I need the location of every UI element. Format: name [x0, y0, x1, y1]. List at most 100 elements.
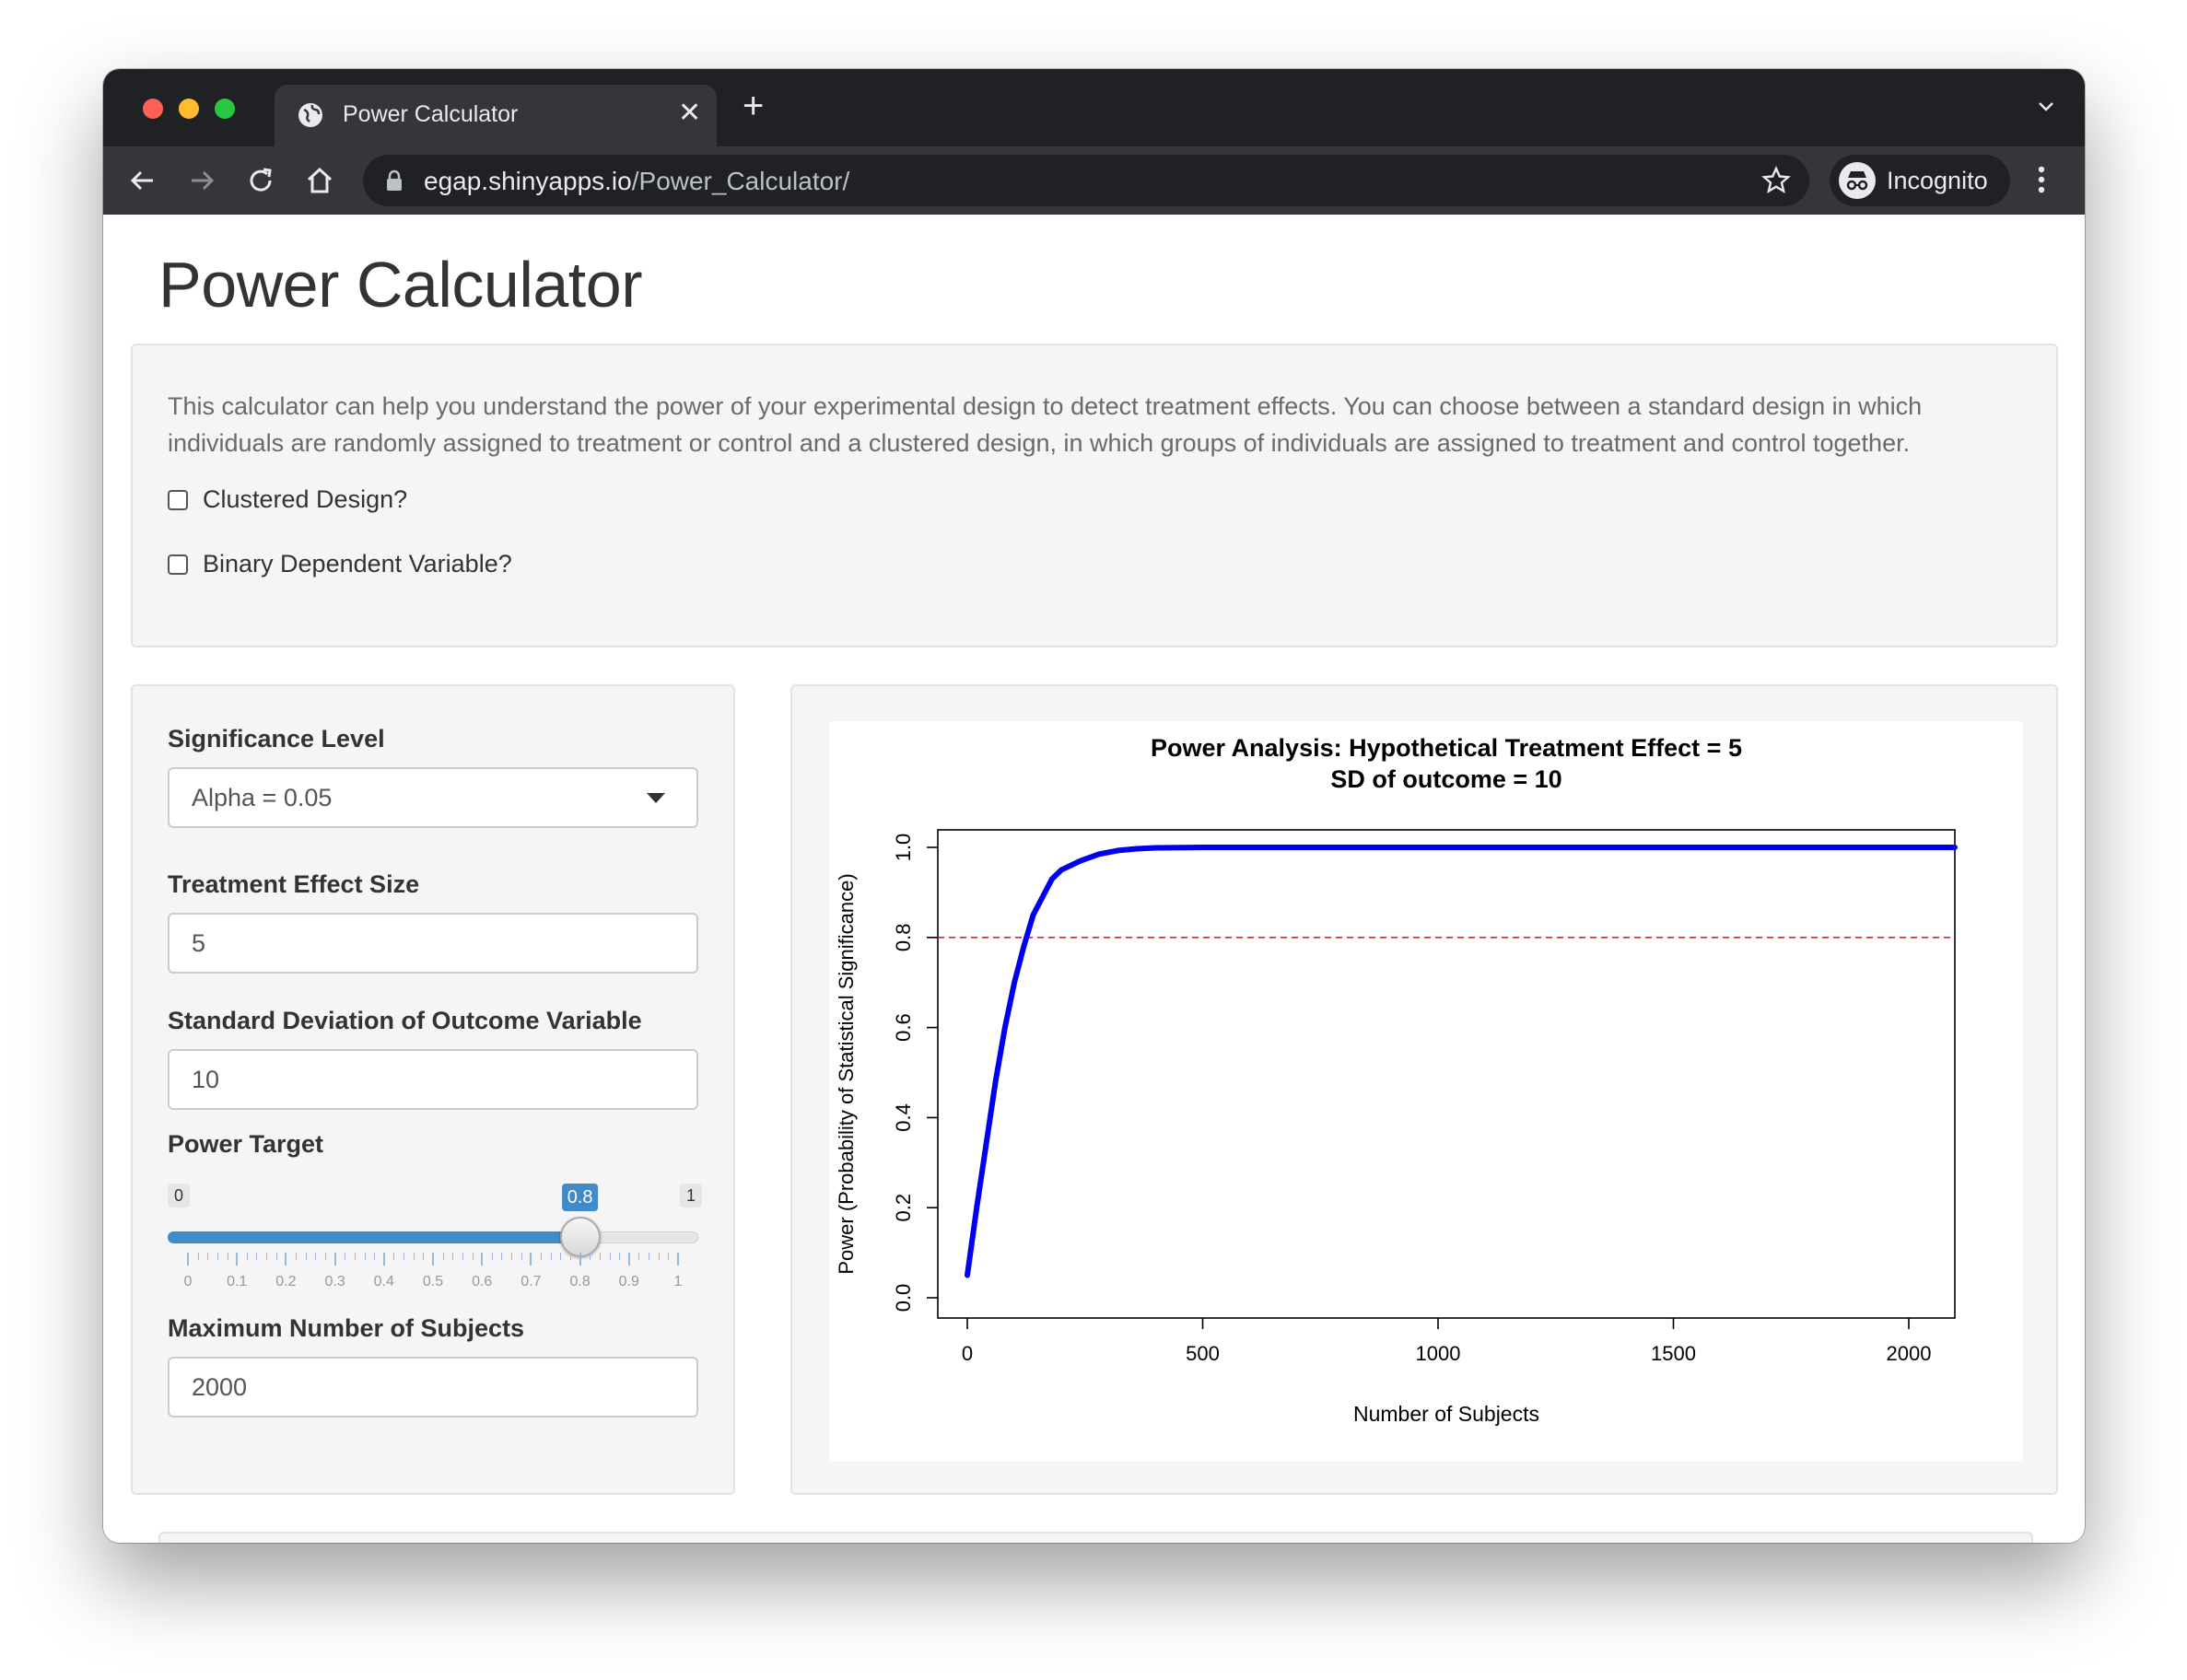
- slider-minor-tick: [501, 1253, 503, 1260]
- significance-select[interactable]: Alpha = 0.05: [168, 767, 698, 828]
- slider-minor-tick: [442, 1253, 444, 1260]
- url-text[interactable]: egap.shinyapps.io/Power_Calculator/: [424, 167, 850, 195]
- slider-minor-tick: [305, 1253, 307, 1260]
- tab-strip: Power Calculator ✕ +: [103, 69, 2085, 146]
- slider-minor-tick: [266, 1253, 268, 1260]
- binary-dv-option[interactable]: Binary Dependent Variable?: [168, 550, 512, 578]
- slider-minor-tick: [403, 1253, 405, 1260]
- chart-title: Power Analysis: Hypothetical Treatment E…: [1151, 734, 1742, 762]
- incognito-icon: [1839, 162, 1876, 199]
- sd-label: Standard Deviation of Outcome Variable: [168, 1007, 642, 1034]
- slider-tick: [627, 1253, 630, 1266]
- x-tick-label: 2000: [1887, 1342, 1932, 1365]
- max-subjects-input[interactable]: 2000: [168, 1357, 698, 1418]
- slider-minor-tick: [599, 1253, 601, 1260]
- slider-tick: [285, 1253, 287, 1266]
- effect-size-label: Treatment Effect Size: [168, 870, 420, 898]
- lock-icon[interactable]: [385, 169, 403, 196]
- zoom-window-button[interactable]: [215, 99, 235, 119]
- plot-frame: [937, 829, 1956, 1319]
- y-tick-label: 0.2: [892, 1194, 915, 1222]
- slider-tick: [236, 1253, 239, 1266]
- slider-handle[interactable]: [559, 1217, 601, 1257]
- slider-tick: [382, 1253, 385, 1266]
- slider-minor-tick: [275, 1253, 277, 1260]
- slider-minor-tick: [354, 1253, 356, 1260]
- slider-value-label: 0.8: [561, 1184, 599, 1211]
- x-axis-label: Number of Subjects: [1353, 1402, 1539, 1426]
- close-window-button[interactable]: [143, 99, 163, 119]
- slider-tick-label: 0.7: [520, 1274, 542, 1289]
- slider-minor-tick: [364, 1253, 366, 1260]
- slider-max-label: 1: [679, 1184, 702, 1208]
- slider-minor-tick: [423, 1253, 425, 1260]
- slider-minor-tick: [590, 1253, 591, 1260]
- slider-minor-tick: [609, 1253, 611, 1260]
- slider-tick-label: 0.6: [472, 1274, 493, 1289]
- slider-minor-tick: [413, 1253, 415, 1260]
- slider-tick: [530, 1253, 532, 1266]
- incognito-indicator[interactable]: Incognito: [1830, 155, 2010, 206]
- slider-minor-tick: [256, 1253, 258, 1260]
- slider-tick-label: 0.2: [275, 1274, 297, 1289]
- binary-dv-label[interactable]: Binary Dependent Variable?: [203, 550, 512, 578]
- clustered-design-option[interactable]: Clustered Design?: [168, 485, 407, 514]
- next-panel-edge: [158, 1532, 2033, 1543]
- forward-icon[interactable]: [186, 165, 217, 201]
- slider-minor-tick: [658, 1253, 660, 1260]
- slider-tick-label: 0.1: [227, 1274, 248, 1289]
- slider-minor-tick: [462, 1253, 463, 1260]
- slider-minor-tick: [207, 1253, 209, 1260]
- slider-tick-label: 0.4: [373, 1274, 394, 1289]
- binary-dv-checkbox[interactable]: [168, 554, 188, 575]
- slider-minor-tick: [197, 1253, 199, 1260]
- globe-icon: [297, 101, 324, 134]
- close-icon[interactable]: ✕: [678, 98, 702, 128]
- slider-minor-tick: [550, 1253, 552, 1260]
- slider-minor-tick: [472, 1253, 474, 1260]
- address-bar[interactable]: egap.shinyapps.io/Power_Calculator/: [363, 155, 1809, 206]
- incognito-label: Incognito: [1887, 167, 1988, 194]
- slider-minor-tick: [619, 1253, 621, 1260]
- power-chart-svg: Power Analysis: Hypothetical Treatment E…: [835, 734, 1958, 1426]
- home-icon[interactable]: [304, 165, 335, 201]
- power-chart: Power Analysis: Hypothetical Treatment E…: [829, 721, 2023, 1462]
- browser-window: Power Calculator ✕ + egap.shinyapps.io/P…: [103, 69, 2085, 1543]
- sd-input[interactable]: 10: [168, 1049, 698, 1110]
- slider-minor-tick: [491, 1253, 493, 1260]
- slider-minor-tick: [569, 1253, 571, 1260]
- slider-tick-label: 0.9: [618, 1274, 639, 1289]
- slider-min-label: 0: [168, 1184, 191, 1208]
- slider-tick: [333, 1253, 336, 1266]
- x-tick-label: 1000: [1416, 1342, 1461, 1365]
- reload-icon[interactable]: [245, 165, 276, 201]
- minimize-window-button[interactable]: [179, 99, 199, 119]
- slider-minor-tick: [638, 1253, 640, 1260]
- y-tick-label: 0.0: [892, 1284, 915, 1312]
- y-tick-label: 1.0: [892, 834, 915, 862]
- max-subjects-label: Maximum Number of Subjects: [168, 1314, 525, 1342]
- slider-minor-tick: [324, 1253, 326, 1260]
- slider-tick-label: 0.8: [569, 1274, 591, 1289]
- chevron-down-icon[interactable]: [2035, 95, 2057, 122]
- page-content: Power Calculator This calculator can hel…: [103, 215, 2085, 1543]
- power-target-slider[interactable]: 0 1 0.8 0 0.1 0.2 0.3 0.4 0.5 0.6 0.7 0.8 0.9 1: [168, 1184, 702, 1303]
- slider-minor-tick: [374, 1253, 376, 1260]
- browser-tab[interactable]: Power Calculator ✕: [275, 85, 717, 146]
- caret-down-icon: [647, 793, 665, 803]
- slider-minor-tick: [296, 1253, 298, 1260]
- x-tick-label: 500: [1186, 1342, 1220, 1365]
- plus-icon[interactable]: +: [743, 86, 765, 126]
- slider-fill: [168, 1231, 580, 1243]
- slider-minor-tick: [315, 1253, 317, 1260]
- back-icon[interactable]: [127, 165, 158, 201]
- effect-size-input[interactable]: 5: [168, 913, 698, 974]
- clustered-design-label[interactable]: Clustered Design?: [203, 485, 408, 513]
- more-vert-icon[interactable]: [2036, 163, 2047, 201]
- y-tick-label: 0.4: [892, 1103, 915, 1132]
- slider-tick-label: 1: [673, 1274, 683, 1289]
- star-icon[interactable]: [1761, 166, 1791, 200]
- clustered-design-checkbox[interactable]: [168, 489, 188, 510]
- slider-tick-label: 0: [183, 1274, 193, 1289]
- slider-tick-label: 0.5: [422, 1274, 444, 1289]
